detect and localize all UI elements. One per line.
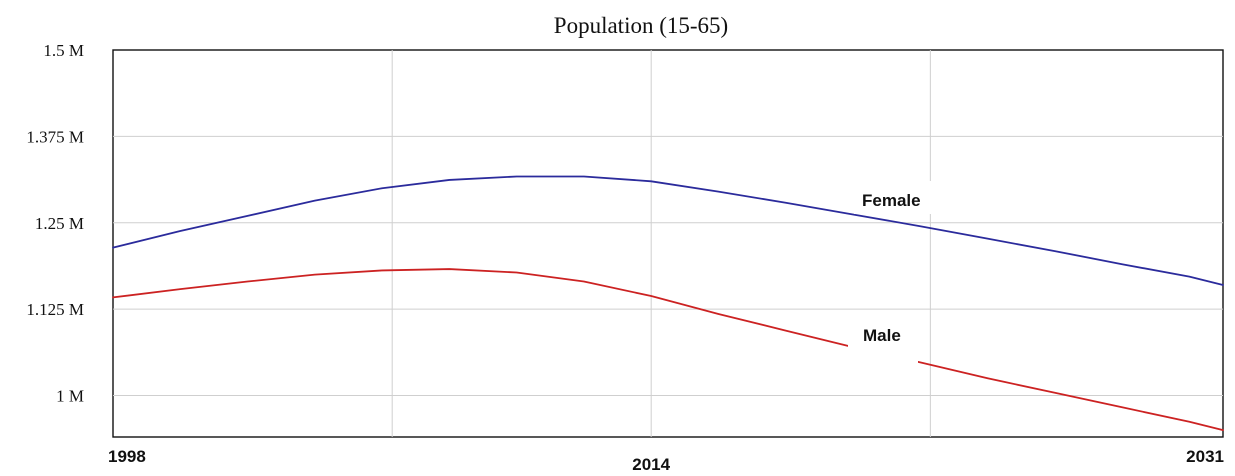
- y-axis-ticks: 1.5 M 1.375 M 1.25 M 1.125 M 1 M: [26, 41, 84, 406]
- plot-frame: [112, 49, 1224, 438]
- female-series-label: Female: [862, 191, 921, 210]
- female-series-line: [112, 175, 1224, 286]
- chart-title: Population (15-65): [554, 13, 728, 38]
- x-tick-label: 2031: [1186, 447, 1224, 466]
- y-tick-label: 1.5 M: [43, 41, 84, 60]
- female-label-background: [854, 181, 946, 214]
- male-label-background: [848, 318, 918, 374]
- y-tick-label: 1.125 M: [26, 300, 84, 319]
- x-tick-label: 1998: [108, 447, 146, 466]
- x-tick-label: 2014: [632, 455, 670, 474]
- male-series-label: Male: [863, 326, 901, 345]
- y-tick-label: 1 M: [56, 387, 84, 406]
- series-layer: [112, 175, 1224, 431]
- grid-lines: [113, 50, 1223, 437]
- male-series-line: [112, 268, 1224, 431]
- y-tick-label: 1.25 M: [35, 214, 84, 233]
- y-tick-label: 1.375 M: [26, 127, 84, 146]
- x-axis-ticks: 1998 2014 2031: [108, 447, 1224, 474]
- series-labels: Female Male: [848, 181, 946, 374]
